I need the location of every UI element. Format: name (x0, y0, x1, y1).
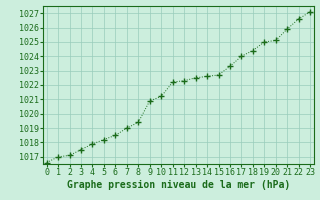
X-axis label: Graphe pression niveau de la mer (hPa): Graphe pression niveau de la mer (hPa) (67, 180, 290, 190)
